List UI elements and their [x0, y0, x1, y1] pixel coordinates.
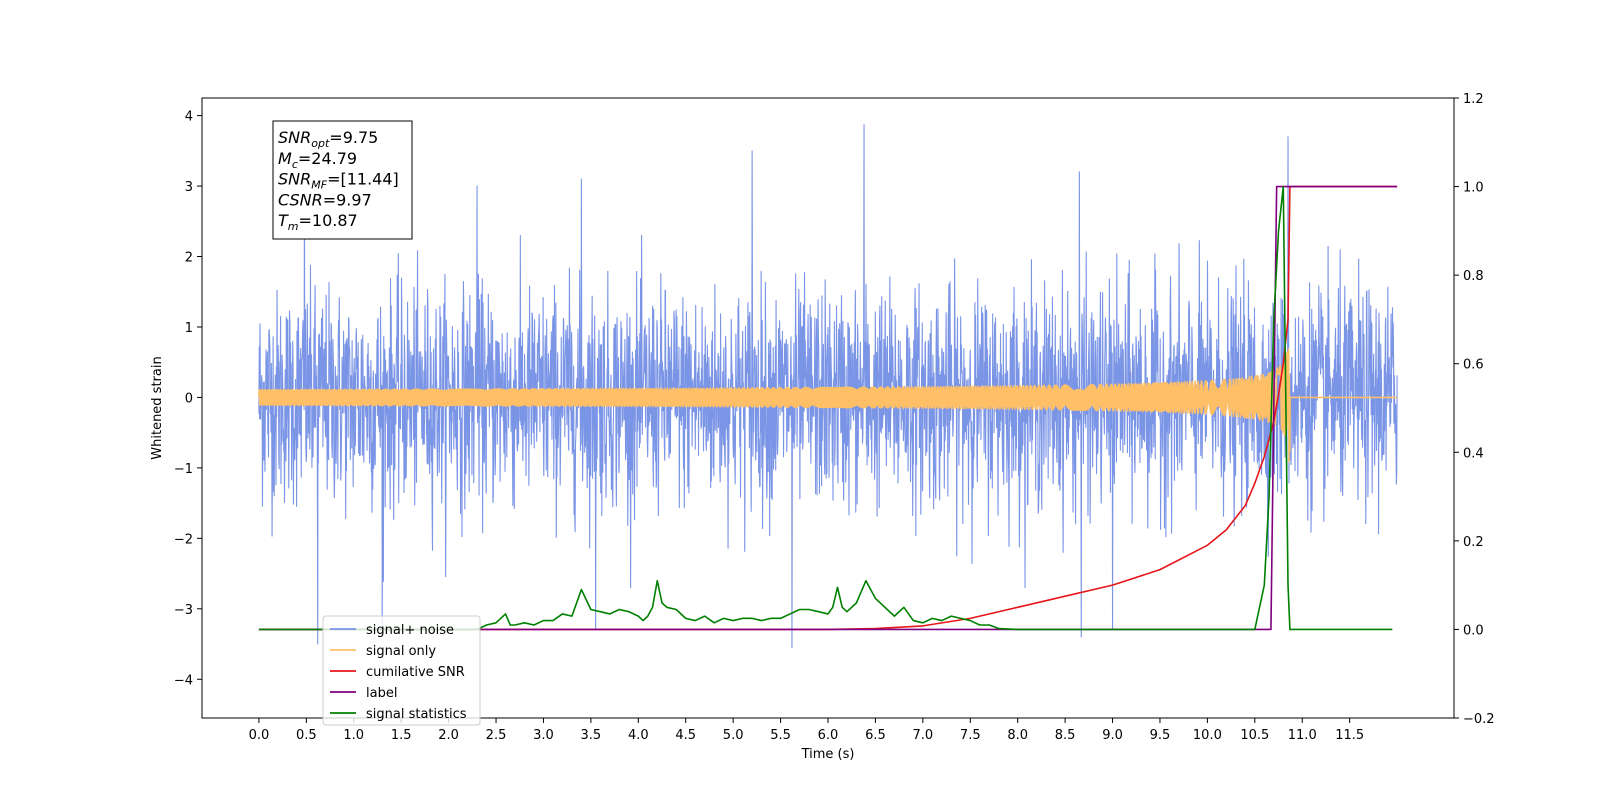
annotation-subscript: m: [288, 220, 299, 233]
x-tick-label: 7.0: [913, 728, 934, 743]
legend: signal+ noise signal only cumilative SNR la…: [322, 615, 481, 726]
x-tick-label: 2.0: [438, 728, 459, 743]
x-tick-label: 1.0: [343, 728, 364, 743]
x-tick-label: 0.0: [249, 728, 270, 743]
y-left-tick-label: 1: [185, 321, 193, 336]
y-right-tick-label: 0.6: [1463, 358, 1484, 373]
x-tick-label: 9.5: [1150, 728, 1171, 743]
y-left-tick-label: −3: [174, 603, 193, 618]
legend-label: signal statistics: [366, 707, 467, 722]
x-axis-title: Time (s): [801, 747, 855, 762]
y-axis-left: 4 3 2 1 0 −1 −2 −3 −4: [174, 110, 202, 688]
x-tick-label: 2.5: [486, 728, 507, 743]
annotation-subscript: MF: [311, 179, 327, 192]
x-tick-label: 4.0: [628, 728, 649, 743]
annotation-frame: [272, 120, 413, 240]
annotation-symbol: SNR: [278, 128, 311, 147]
annotation-line: Mc=24.79: [278, 149, 357, 171]
y-right-tick-label: 1.2: [1463, 92, 1484, 107]
annotation-symbol: M: [278, 149, 292, 168]
x-tick-label: 10.5: [1240, 728, 1269, 743]
y-axis-right: 1.2 1.0 0.8 0.6 0.4 0.2 0.0 −0.2: [1454, 92, 1495, 727]
annotation-value: =24.79: [298, 149, 357, 168]
series-line-2: [258, 185, 1398, 631]
series-line-1: [258, 348, 1398, 463]
y-left-tick-label: 3: [185, 180, 193, 195]
series-line-4: [258, 185, 1393, 631]
x-tick-label: 10.0: [1193, 728, 1222, 743]
x-tick-label: 11.5: [1335, 728, 1364, 743]
x-tick-label: 3.5: [581, 728, 602, 743]
x-tick-label: 8.5: [1055, 728, 1076, 743]
annotation-value: =9.97: [323, 190, 372, 209]
x-tick-label: 8.0: [1007, 728, 1028, 743]
annotation-line: SNRopt=9.75: [278, 128, 378, 150]
y-left-tick-label: 0: [185, 391, 193, 406]
y-left-tick-label: 4: [185, 110, 193, 125]
x-tick-label: 0.5: [296, 728, 317, 743]
y-right-tick-label: 0.2: [1463, 535, 1484, 550]
y-left-tick-label: 2: [185, 251, 193, 266]
annotation-value: =10.87: [299, 211, 358, 230]
y-left-tick-label: −2: [174, 532, 193, 547]
y-right-tick-label: −0.2: [1463, 712, 1495, 727]
y-axis-left-title: Whitened strain: [150, 356, 165, 459]
x-tick-label: 6.5: [865, 728, 886, 743]
x-tick-label: 6.0: [818, 728, 839, 743]
legend-label: label: [366, 686, 397, 701]
annotation-symbol: SNR: [278, 170, 311, 189]
annotation-line: Tm=10.87: [278, 211, 358, 233]
y-right-tick-label: 0.0: [1463, 623, 1484, 638]
annotation-value: =9.75: [329, 128, 378, 147]
x-tick-label: 11.0: [1288, 728, 1317, 743]
y-left-tick-label: −4: [174, 673, 193, 688]
y-right-tick-label: 1.0: [1463, 181, 1484, 196]
annotation-line: SNRMF=[11.44]: [278, 170, 399, 192]
x-tick-label: 7.5: [960, 728, 981, 743]
annotation-symbol: CSNR: [278, 190, 323, 209]
annotation-subscript: opt: [311, 137, 330, 150]
annotation-value: =[11.44]: [327, 170, 399, 189]
y-left-tick-label: −1: [174, 462, 193, 477]
annotation-box: SNRopt=9.75Mc=24.79SNRMF=[11.44]CSNR=9.9…: [272, 120, 413, 240]
legend-label: cumilative SNR: [366, 665, 465, 680]
legend-label: signal+ noise: [366, 623, 454, 638]
x-tick-label: 9.0: [1102, 728, 1123, 743]
y-right-tick-label: 0.8: [1463, 269, 1484, 284]
x-tick-label: 4.5: [675, 728, 696, 743]
x-axis: 0.0 0.5 1.0 1.5 2.0 2.5 3.0 3.5 4.0 4.5 5.0 5.5 6.0 6…: [249, 718, 1364, 743]
annotation-symbol: T: [278, 211, 289, 230]
x-tick-label: 3.0: [533, 728, 554, 743]
legend-frame: [322, 615, 481, 726]
x-tick-label: 5.5: [770, 728, 791, 743]
y-right-tick-label: 0.4: [1463, 446, 1484, 461]
legend-label: signal only: [366, 644, 436, 659]
annotation-subscript: c: [292, 158, 298, 171]
series-layer: [258, 124, 1398, 649]
x-tick-label: 1.5: [391, 728, 412, 743]
x-tick-label: 5.0: [723, 728, 744, 743]
series-line-3: [258, 185, 1398, 631]
annotation-line: CSNR=9.97: [278, 190, 372, 209]
series-line-0: [258, 124, 1398, 649]
